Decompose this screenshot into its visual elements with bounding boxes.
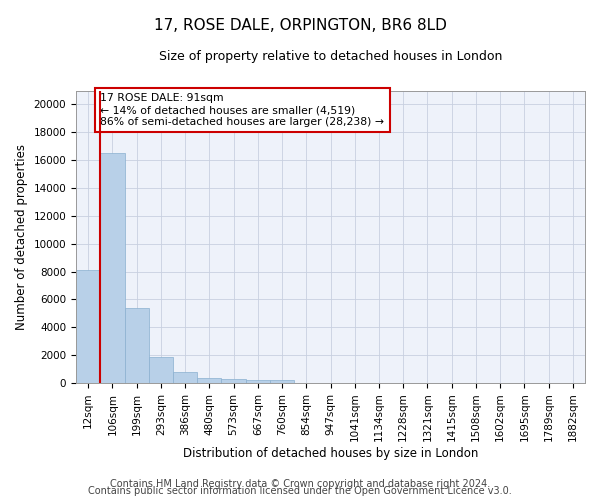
Bar bbox=[125, 308, 149, 383]
Bar bbox=[173, 372, 197, 383]
Text: 17, ROSE DALE, ORPINGTON, BR6 8LD: 17, ROSE DALE, ORPINGTON, BR6 8LD bbox=[154, 18, 446, 32]
Bar bbox=[100, 153, 125, 383]
Bar bbox=[149, 357, 173, 383]
Bar bbox=[221, 379, 245, 383]
Bar bbox=[270, 380, 294, 383]
Text: Contains public sector information licensed under the Open Government Licence v3: Contains public sector information licen… bbox=[88, 486, 512, 496]
Bar bbox=[245, 380, 270, 383]
Bar bbox=[197, 378, 221, 383]
Bar bbox=[76, 270, 100, 383]
Text: Contains HM Land Registry data © Crown copyright and database right 2024.: Contains HM Land Registry data © Crown c… bbox=[110, 479, 490, 489]
Y-axis label: Number of detached properties: Number of detached properties bbox=[15, 144, 28, 330]
Title: Size of property relative to detached houses in London: Size of property relative to detached ho… bbox=[159, 50, 502, 63]
Text: 17 ROSE DALE: 91sqm
← 14% of detached houses are smaller (4,519)
86% of semi-det: 17 ROSE DALE: 91sqm ← 14% of detached ho… bbox=[100, 94, 384, 126]
X-axis label: Distribution of detached houses by size in London: Distribution of detached houses by size … bbox=[183, 447, 478, 460]
